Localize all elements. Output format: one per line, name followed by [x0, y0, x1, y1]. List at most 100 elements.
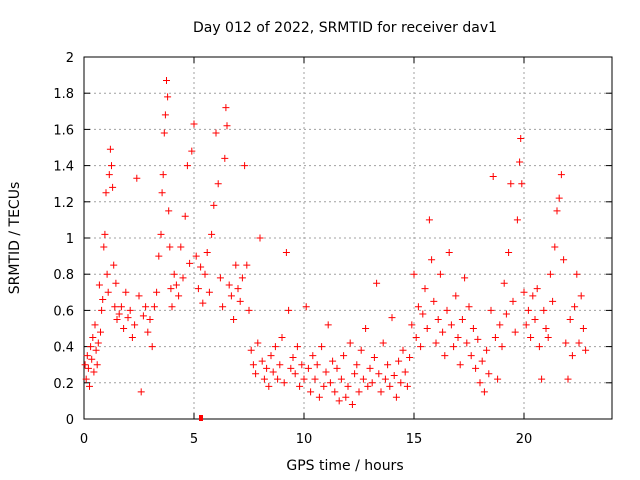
data-point	[181, 212, 189, 220]
data-point	[238, 274, 246, 282]
data-point	[135, 292, 143, 300]
data-point	[467, 352, 475, 360]
data-point	[368, 379, 376, 387]
data-point	[222, 104, 230, 112]
data-point	[122, 288, 130, 296]
x-tick-label: 5	[190, 432, 198, 447]
data-point	[263, 364, 271, 372]
data-point	[315, 393, 323, 401]
data-point	[160, 129, 168, 137]
data-point	[249, 361, 257, 369]
y-tick-label: 0.2	[53, 377, 74, 392]
data-point	[335, 397, 343, 405]
data-point	[216, 274, 224, 282]
data-point	[278, 334, 286, 342]
data-point	[518, 180, 526, 188]
data-point	[243, 261, 251, 269]
y-tick-label: 2	[66, 51, 74, 66]
data-point	[109, 183, 117, 191]
data-point	[254, 339, 262, 347]
data-point	[527, 334, 535, 342]
data-point	[333, 364, 341, 372]
data-point	[223, 122, 231, 130]
data-point	[258, 357, 266, 365]
y-tick-label: 0.4	[53, 341, 74, 356]
data-point	[551, 243, 559, 251]
data-point	[397, 379, 405, 387]
data-points	[81, 77, 590, 409]
data-point	[531, 315, 539, 323]
axis-ticks: 00.20.40.60.811.21.41.61.820 5 10 15 20	[53, 51, 612, 447]
data-point	[175, 292, 183, 300]
data-point	[88, 355, 96, 363]
data-point	[307, 388, 315, 396]
data-point	[480, 388, 488, 396]
y-tick-label: 1	[66, 232, 74, 247]
data-point	[236, 297, 244, 305]
data-point	[485, 370, 493, 378]
data-point	[179, 274, 187, 282]
data-point	[159, 171, 167, 179]
data-point	[153, 288, 161, 296]
data-point	[212, 129, 220, 137]
data-point	[432, 339, 440, 347]
data-point	[219, 303, 227, 311]
data-point	[582, 346, 590, 354]
data-point	[172, 281, 180, 289]
data-point	[164, 93, 172, 101]
data-point	[225, 281, 233, 289]
data-point	[522, 321, 530, 329]
chart-title: Day 012 of 2022, SRMTID for receiver dav…	[193, 20, 497, 36]
data-point	[406, 353, 414, 361]
data-point	[489, 172, 497, 180]
data-point	[188, 147, 196, 155]
data-point	[146, 315, 154, 323]
data-point	[348, 401, 356, 409]
data-point	[177, 243, 185, 251]
data-point	[190, 120, 198, 128]
data-point	[161, 111, 169, 119]
data-point	[390, 372, 398, 380]
data-point	[112, 279, 120, 287]
data-point	[571, 303, 579, 311]
data-point	[282, 248, 290, 256]
data-point	[103, 270, 111, 278]
data-point	[500, 279, 508, 287]
data-point	[513, 216, 521, 224]
data-point	[302, 303, 310, 311]
x-tick-label: 0	[80, 432, 88, 447]
data-point	[408, 321, 416, 329]
data-point	[364, 382, 372, 390]
data-point	[210, 201, 218, 209]
data-point	[487, 306, 495, 314]
data-point	[322, 368, 330, 376]
data-point	[133, 174, 141, 182]
data-point	[502, 310, 510, 318]
data-point	[232, 261, 240, 269]
data-point	[496, 321, 504, 329]
data-point	[108, 162, 115, 170]
data-point	[99, 296, 107, 304]
data-point	[91, 321, 99, 329]
data-point	[412, 334, 420, 342]
data-point	[483, 346, 491, 354]
data-point	[373, 279, 381, 287]
data-point	[84, 364, 92, 372]
data-point	[575, 339, 583, 347]
data-point	[344, 382, 352, 390]
data-point	[300, 375, 308, 383]
time-marker	[199, 415, 203, 421]
data-point	[197, 263, 205, 271]
data-point	[205, 288, 213, 296]
data-point	[355, 388, 363, 396]
data-point	[131, 321, 139, 329]
plot-frame	[83, 56, 613, 420]
data-point	[544, 334, 552, 342]
data-point	[227, 292, 235, 300]
data-point	[293, 343, 301, 351]
data-point	[320, 382, 328, 390]
data-point	[144, 328, 152, 336]
x-tick-label: 20	[516, 432, 533, 447]
data-point	[557, 171, 565, 179]
data-point	[337, 375, 345, 383]
